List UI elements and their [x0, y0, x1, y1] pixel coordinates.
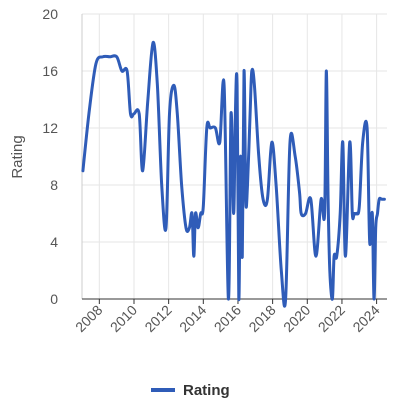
x-tick-label: 2008 — [72, 302, 105, 335]
y-tick-label: 16 — [42, 63, 58, 79]
x-tick-label: 2024 — [349, 302, 382, 335]
x-tick-label: 2018 — [245, 302, 278, 335]
y-tick-label: 8 — [50, 177, 58, 193]
x-tick-labels: 2008 2010 2012 2014 2016 2018 2020 2022 2024 — [72, 302, 383, 335]
y-tick-label: 20 — [42, 6, 58, 22]
x-tick-label: 2022 — [315, 302, 348, 335]
x-tick-label: 2014 — [176, 302, 209, 335]
series-line-rating[interactable] — [81, 40, 386, 308]
legend[interactable]: Rating — [151, 382, 230, 399]
legend-label-rating: Rating — [183, 382, 230, 399]
x-tick-label: 2016 — [211, 302, 244, 335]
y-tick-label: 4 — [50, 234, 58, 250]
x-tick-label: 2010 — [107, 302, 140, 335]
y-axis-title: Rating — [9, 135, 26, 178]
axes — [81, 14, 387, 304]
y-tick-label: 0 — [50, 291, 58, 307]
x-tick-label: 2012 — [141, 302, 174, 335]
series-layer — [81, 40, 386, 308]
y-tick-labels: 0 4 8 12 16 20 — [42, 6, 58, 307]
y-tick-label: 12 — [42, 120, 58, 136]
